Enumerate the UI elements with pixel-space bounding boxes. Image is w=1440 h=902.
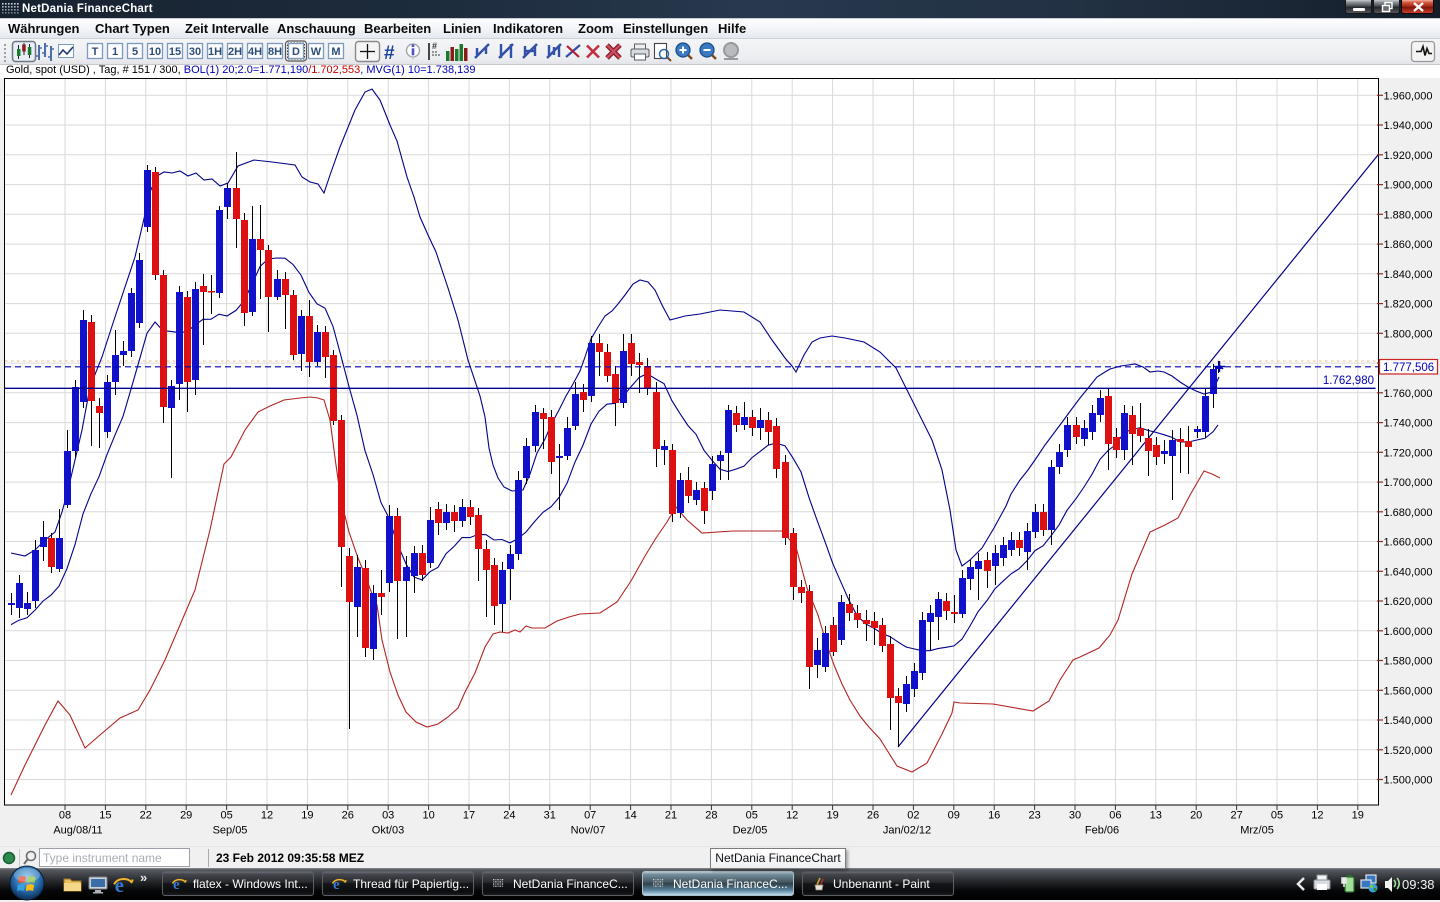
svg-text:e: e — [115, 875, 124, 896]
svg-text:1.920,000: 1.920,000 — [1384, 150, 1433, 162]
svg-text:23: 23 — [1028, 810, 1040, 822]
svg-text:19: 19 — [826, 810, 838, 822]
svg-text:20: 20 — [1190, 810, 1202, 822]
svg-text:17: 17 — [463, 810, 475, 822]
svg-text:1.640,000: 1.640,000 — [1384, 566, 1433, 578]
svg-text:1.600,000: 1.600,000 — [1384, 626, 1433, 638]
svg-text:1.860,000: 1.860,000 — [1384, 239, 1433, 251]
svg-text:1.720,000: 1.720,000 — [1384, 447, 1433, 459]
svg-text:1.700,000: 1.700,000 — [1384, 477, 1433, 489]
svg-text:1.620,000: 1.620,000 — [1384, 596, 1433, 608]
svg-text:1.580,000: 1.580,000 — [1384, 656, 1433, 668]
svg-text:1.762,980: 1.762,980 — [1323, 375, 1374, 387]
svg-text:10: 10 — [422, 810, 434, 822]
svg-text:1.880,000: 1.880,000 — [1384, 209, 1433, 221]
svg-text:M: M — [331, 46, 340, 58]
svg-text:1.960,000: 1.960,000 — [1384, 90, 1433, 102]
svg-text:8H: 8H — [268, 46, 282, 58]
svg-text:09: 09 — [948, 810, 960, 822]
svg-text:Dez/05: Dez/05 — [733, 825, 768, 837]
svg-text:13: 13 — [1150, 810, 1162, 822]
svg-text:Mrz/05: Mrz/05 — [1240, 825, 1274, 837]
svg-text:1.660,000: 1.660,000 — [1384, 537, 1433, 549]
svg-text:1.820,000: 1.820,000 — [1384, 299, 1433, 311]
svg-text:5: 5 — [132, 46, 138, 58]
svg-text:05: 05 — [746, 810, 758, 822]
svg-text:1.520,000: 1.520,000 — [1384, 745, 1433, 757]
svg-text:24: 24 — [503, 810, 515, 822]
svg-text:12: 12 — [261, 810, 273, 822]
svg-text:21: 21 — [665, 810, 677, 822]
svg-text:T: T — [92, 46, 99, 58]
svg-text:26: 26 — [867, 810, 879, 822]
svg-text:1.840,000: 1.840,000 — [1384, 269, 1433, 281]
svg-text:05: 05 — [220, 810, 232, 822]
svg-text:1.740,000: 1.740,000 — [1384, 418, 1433, 430]
svg-text:e: e — [333, 877, 340, 892]
svg-text:26: 26 — [342, 810, 354, 822]
svg-text:1.777,506: 1.777,506 — [1383, 362, 1434, 374]
svg-text:05: 05 — [1271, 810, 1283, 822]
svg-text:Okt/03: Okt/03 — [372, 825, 404, 837]
svg-text:Aug/08/11: Aug/08/11 — [53, 825, 102, 837]
svg-text:30: 30 — [1069, 810, 1081, 822]
svg-text:06: 06 — [1109, 810, 1121, 822]
svg-text:31: 31 — [544, 810, 556, 822]
svg-text:1.540,000: 1.540,000 — [1384, 715, 1433, 727]
svg-text:30: 30 — [189, 46, 201, 58]
svg-text:16: 16 — [988, 810, 1000, 822]
svg-text:2H: 2H — [228, 46, 242, 58]
svg-text:12: 12 — [1311, 810, 1323, 822]
svg-text:4H: 4H — [248, 46, 262, 58]
svg-text:1H: 1H — [208, 46, 222, 58]
svg-text:08: 08 — [59, 810, 71, 822]
svg-text:Nov/07: Nov/07 — [571, 825, 606, 837]
svg-text:e: e — [173, 877, 180, 892]
svg-text:W: W — [311, 46, 322, 58]
svg-text:1.900,000: 1.900,000 — [1384, 180, 1433, 192]
svg-text:03: 03 — [382, 810, 394, 822]
svg-text:#: # — [384, 43, 395, 64]
svg-text:15: 15 — [99, 810, 111, 822]
svg-text:Feb/06: Feb/06 — [1085, 825, 1119, 837]
svg-text:Sep/05: Sep/05 — [213, 825, 248, 837]
svg-text:29: 29 — [180, 810, 192, 822]
svg-text:22: 22 — [140, 810, 152, 822]
svg-text:12: 12 — [786, 810, 798, 822]
svg-text:1.500,000: 1.500,000 — [1384, 775, 1433, 787]
svg-text:1.560,000: 1.560,000 — [1384, 685, 1433, 697]
svg-text:07: 07 — [584, 810, 596, 822]
svg-text:02: 02 — [907, 810, 919, 822]
svg-text:10: 10 — [149, 46, 161, 58]
svg-text:1: 1 — [112, 46, 118, 58]
svg-text:27: 27 — [1230, 810, 1242, 822]
svg-text:Jan/02/12: Jan/02/12 — [883, 825, 931, 837]
svg-text:19: 19 — [301, 810, 313, 822]
svg-text:D: D — [292, 46, 300, 58]
svg-text:1.800,000: 1.800,000 — [1384, 328, 1433, 340]
svg-text:19: 19 — [1352, 810, 1364, 822]
svg-text:1.940,000: 1.940,000 — [1384, 120, 1433, 132]
svg-text:14: 14 — [624, 810, 636, 822]
svg-text:1.760,000: 1.760,000 — [1384, 388, 1433, 400]
svg-text:1.680,000: 1.680,000 — [1384, 507, 1433, 519]
svg-text:09:38: 09:38 — [1402, 877, 1435, 892]
svg-text:15: 15 — [169, 46, 181, 58]
svg-text:#: # — [432, 41, 437, 51]
svg-text:28: 28 — [705, 810, 717, 822]
